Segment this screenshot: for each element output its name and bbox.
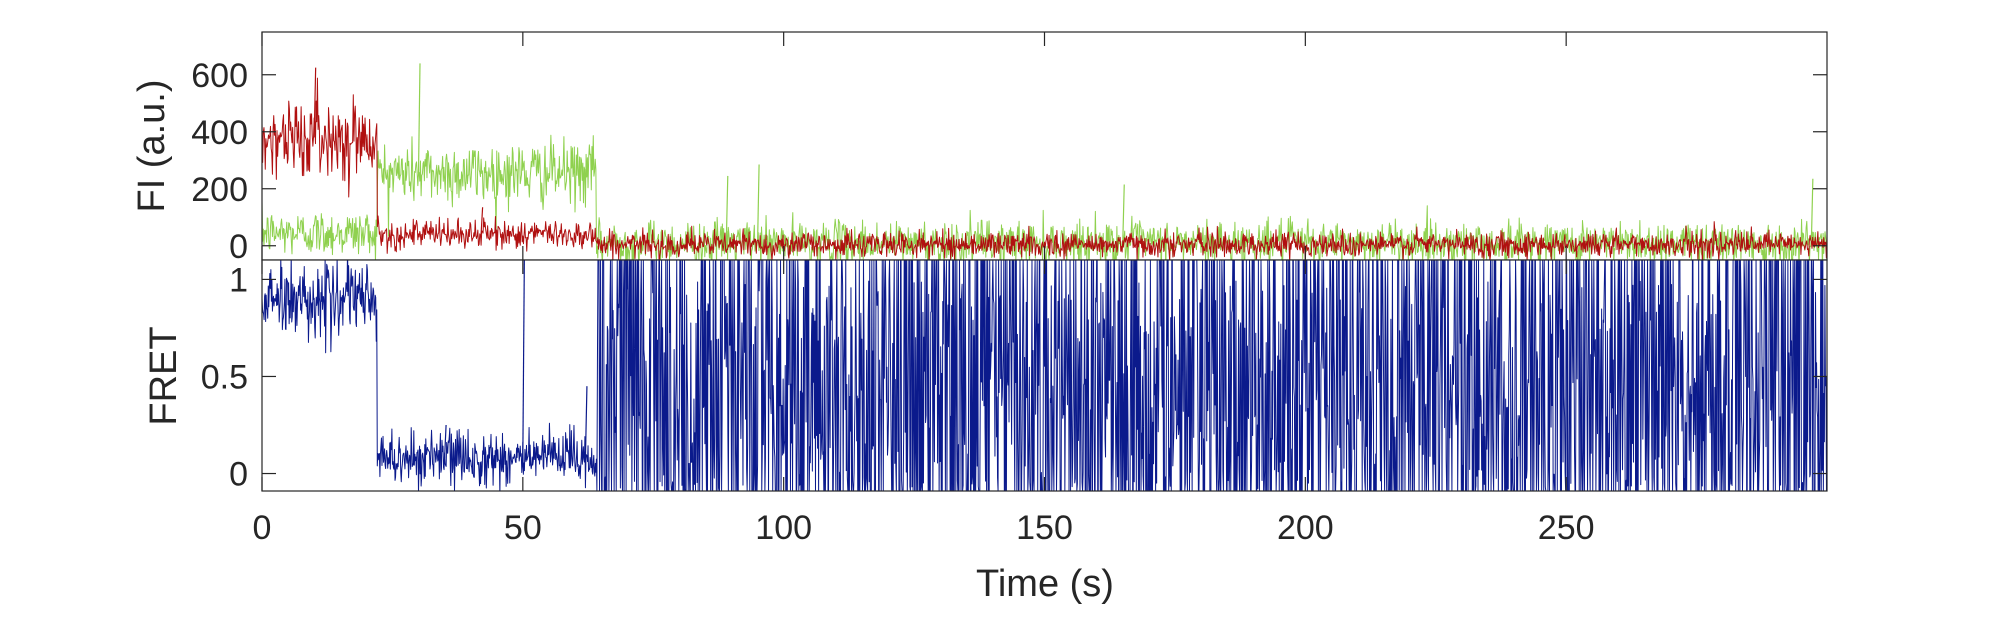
fret-x-tick-label: 250 bbox=[1538, 509, 1595, 547]
intensity-series-0-spike bbox=[725, 175, 729, 243]
x-axis-label: Time (s) bbox=[976, 563, 1114, 605]
intensity-y-tick-label: 200 bbox=[191, 171, 248, 209]
intensity-y-tick-label: 0 bbox=[229, 228, 248, 266]
fret-y-axis-label: FRET bbox=[143, 326, 185, 425]
fret-series-0-spike bbox=[443, 424, 447, 459]
fret-y-tick-label: 0.5 bbox=[201, 358, 248, 396]
intensity-series-1-spike bbox=[480, 207, 484, 235]
intensity-y-ticks: 0 200 400 600 bbox=[191, 57, 1827, 266]
intensity-series-0-spike bbox=[1810, 178, 1814, 243]
fret-x-tick-label: 50 bbox=[504, 509, 542, 547]
intensity-series-0-spike bbox=[756, 164, 760, 243]
intensity-x-ticks bbox=[261, 32, 1567, 260]
fret-y-ticks: 00.51 bbox=[201, 261, 1827, 494]
fret-series-group bbox=[262, 260, 1827, 491]
fret-y-tick-label: 0 bbox=[229, 456, 248, 494]
intensity-y-axis-label: FI (a.u.) bbox=[131, 79, 173, 212]
intensity-y-tick-label: 400 bbox=[191, 114, 248, 152]
fret-series-0-spike bbox=[522, 260, 525, 459]
intensity-series-0-spike bbox=[1122, 184, 1125, 243]
fret-x-tick-label: 100 bbox=[755, 509, 812, 547]
fret-series-0-spike bbox=[584, 386, 588, 459]
fret-x-tick-label: 0 bbox=[253, 509, 272, 547]
intensity-y-tick-label: 600 bbox=[191, 57, 248, 95]
fret-x-tick-label: 150 bbox=[1016, 509, 1073, 547]
intensity-series-0-spike bbox=[417, 63, 421, 174]
intensity-panel: 0 200 400 600 FI (a.u.) bbox=[131, 31, 1828, 266]
fret-x-ticks: 0 50 100 150 200 250 bbox=[253, 260, 1595, 547]
fret-y-tick-label: 1 bbox=[229, 261, 248, 299]
intensity-plot-area bbox=[262, 32, 1827, 260]
fret-x-tick-label: 200 bbox=[1277, 509, 1334, 547]
intensity-series-1-spike bbox=[313, 67, 317, 138]
fret-panel: 00.51 0 50 100 150 200 250 FRET Time (s) bbox=[143, 259, 1828, 605]
